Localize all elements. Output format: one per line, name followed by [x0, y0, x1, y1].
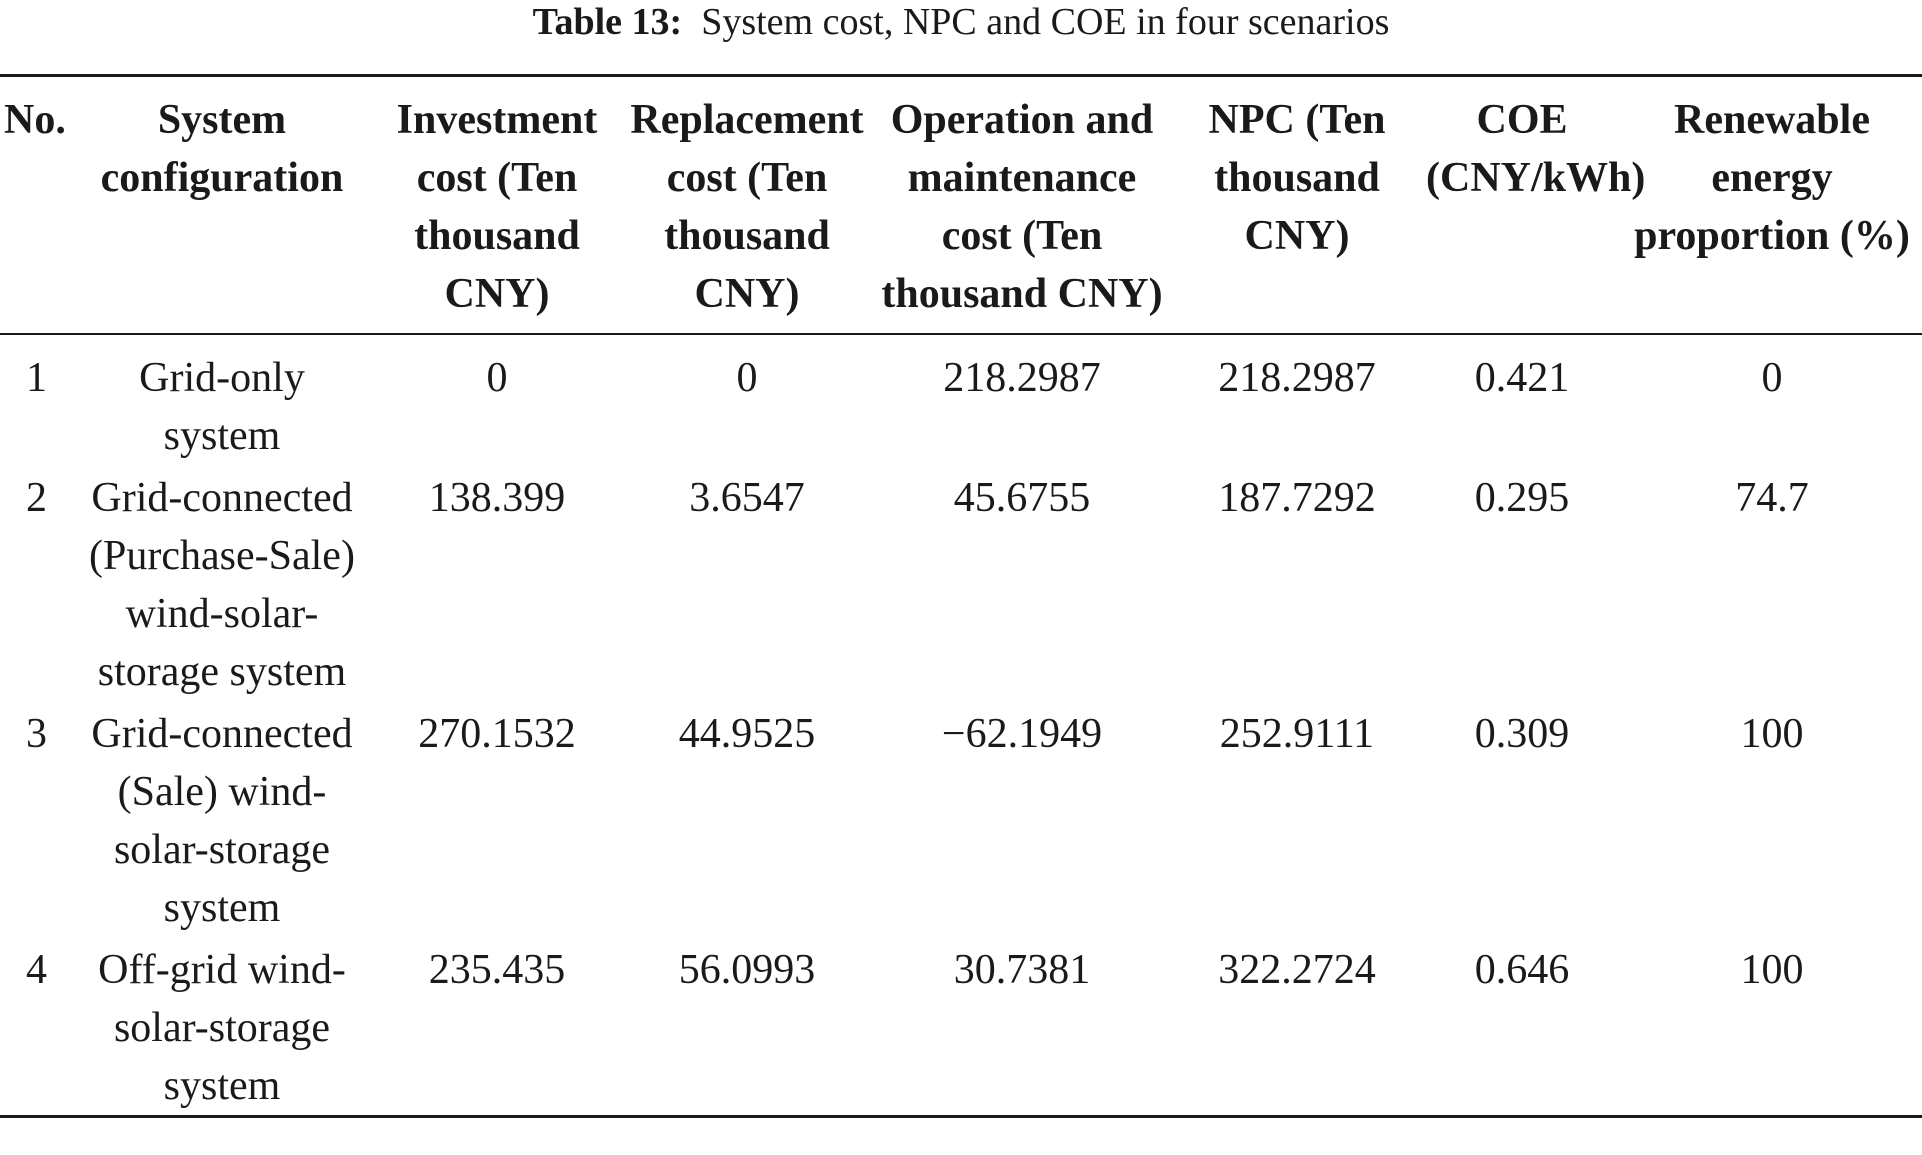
table-caption: Table 13: System cost, NPC and COE in fo…: [0, 0, 1922, 44]
cell-investment-cost: 270.1532: [418, 711, 576, 757]
cost-table: No. System configuration Investment cost…: [0, 74, 1922, 1118]
cell-coe: 0.646: [1474, 947, 1570, 993]
caption-label: Table 13:: [532, 1, 683, 43]
header-renewable-proportion: Renewable energy proportion (%): [1634, 97, 1910, 259]
header-npc: NPC (Ten thousand CNY): [1208, 97, 1386, 259]
caption-text: System cost, NPC and COE in four scenari…: [701, 1, 1390, 43]
cell-coe: 0.309: [1474, 711, 1570, 757]
cell-system-configuration: Grid-only system: [139, 355, 305, 459]
header-investment-cost: Investment cost (Ten thousand CNY): [396, 97, 598, 317]
header-om-cost: Operation and maintenance cost (Ten thou…: [881, 97, 1163, 317]
cell-npc: 322.2724: [1218, 947, 1376, 993]
header-no: No.: [4, 97, 66, 143]
table-row: 4 Off-grid wind-solar-storage system 235…: [0, 937, 1922, 1117]
table-row: 2 Grid-connected (Purchase-Sale) wind-so…: [0, 465, 1922, 701]
cell-renewable-proportion: 0: [1761, 355, 1783, 401]
cell-investment-cost: 138.399: [428, 475, 566, 521]
cell-npc: 218.2987: [1218, 355, 1376, 401]
cell-replacement-cost: 44.9525: [678, 711, 816, 757]
cell-om-cost: −62.1949: [941, 711, 1103, 757]
cell-coe: 0.421: [1474, 355, 1570, 401]
table-row: 1 Grid-only system 0 0 218.2987 218.2987…: [0, 334, 1922, 465]
cell-investment-cost: 0: [486, 355, 508, 401]
cell-npc: 187.7292: [1218, 475, 1376, 521]
cell-system-configuration: Grid-connected (Purchase-Sale) wind-sola…: [89, 475, 355, 695]
table-row: 3 Grid-connected (Sale) wind-solar-stora…: [0, 701, 1922, 937]
cell-om-cost: 30.7381: [953, 947, 1091, 993]
cell-coe: 0.295: [1474, 475, 1570, 521]
cell-om-cost: 45.6755: [953, 475, 1091, 521]
cell-replacement-cost: 3.6547: [689, 475, 805, 521]
header-row: No. System configuration Investment cost…: [0, 75, 1922, 334]
cell-no: 3: [26, 711, 47, 757]
header-system-configuration: System configuration: [100, 97, 344, 201]
cell-om-cost: 218.2987: [943, 355, 1101, 401]
cell-renewable-proportion: 100: [1740, 711, 1804, 757]
header-replacement-cost: Replacement cost (Ten thousand CNY): [630, 97, 864, 317]
cell-replacement-cost: 0: [736, 355, 758, 401]
header-coe: COE (CNY/kWh): [1426, 97, 1646, 201]
cell-system-configuration: Off-grid wind-solar-storage system: [98, 947, 346, 1109]
cell-npc: 252.9111: [1219, 711, 1375, 757]
cell-no: 1: [26, 355, 47, 401]
cell-no: 4: [26, 947, 47, 993]
cell-system-configuration: Grid-connected (Sale) wind-solar-storage…: [91, 711, 353, 931]
cell-renewable-proportion: 74.7: [1735, 475, 1809, 521]
cell-investment-cost: 235.435: [428, 947, 566, 993]
cell-renewable-proportion: 100: [1740, 947, 1804, 993]
cell-no: 2: [26, 475, 47, 521]
cell-replacement-cost: 56.0993: [678, 947, 816, 993]
